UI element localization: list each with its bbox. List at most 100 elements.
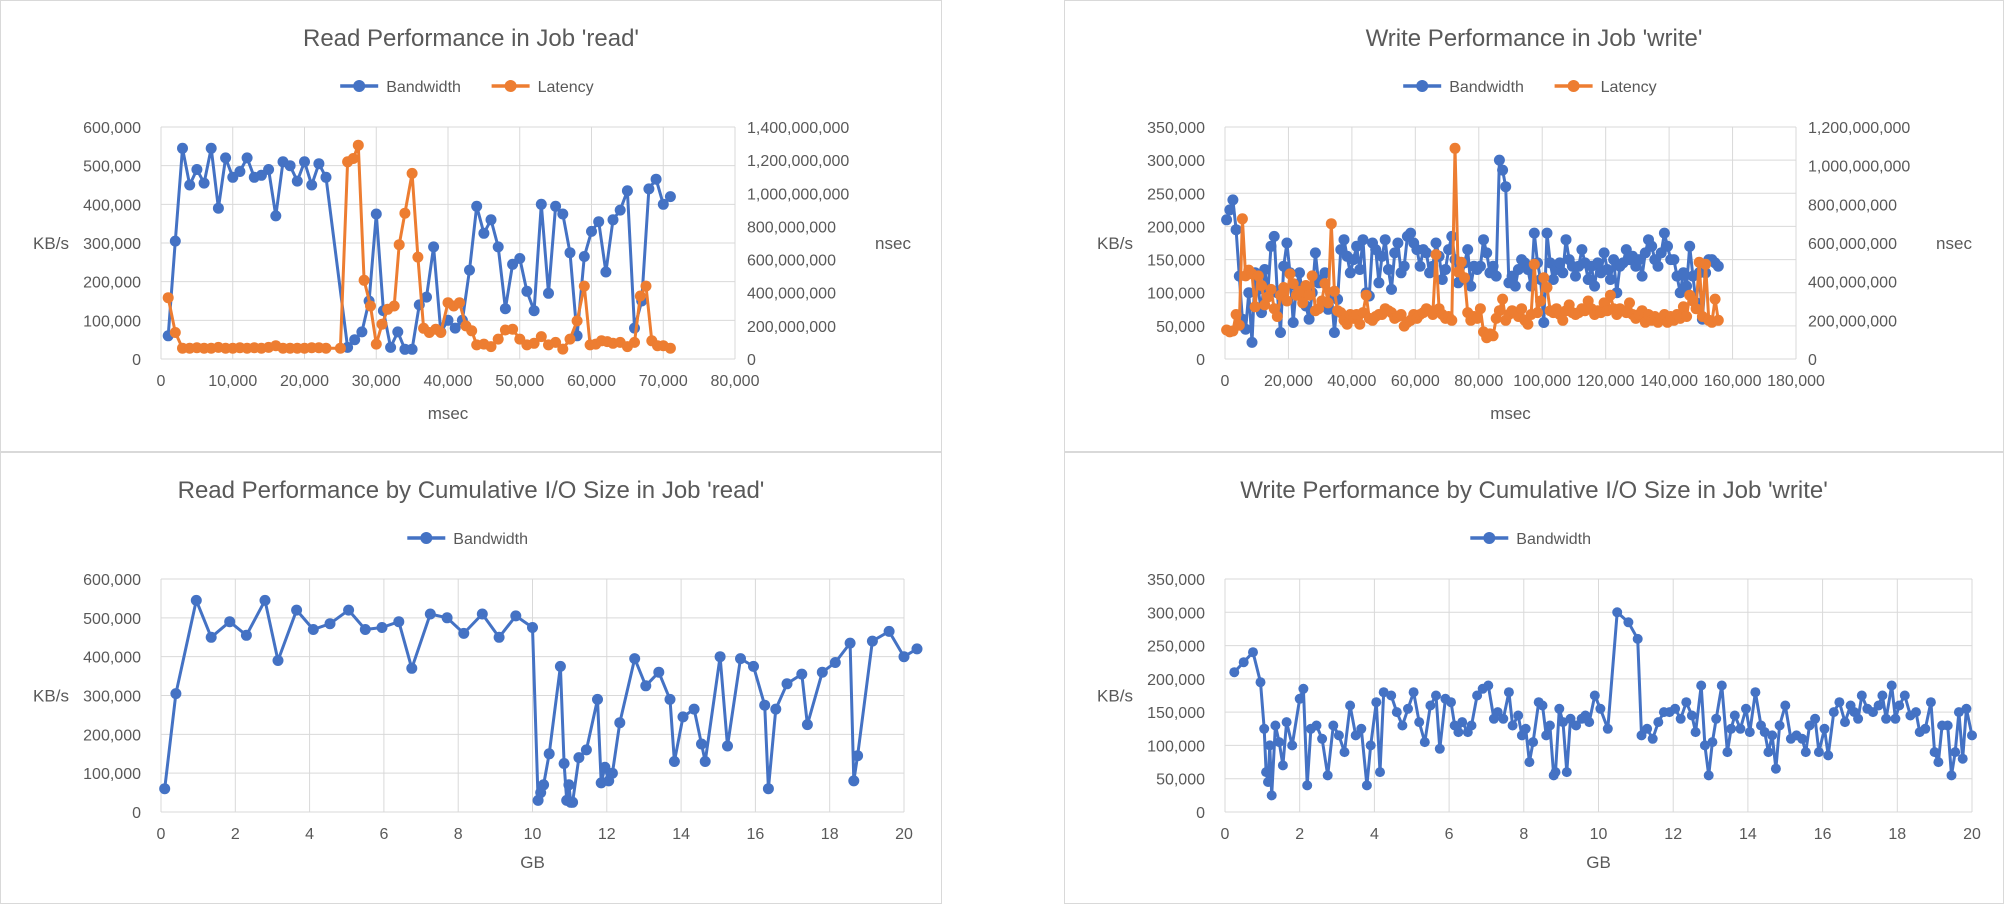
data-point xyxy=(1707,737,1718,748)
data-point xyxy=(1894,700,1905,711)
data-point xyxy=(1248,647,1258,658)
data-point xyxy=(291,604,303,616)
data-point xyxy=(159,783,171,795)
data-point xyxy=(1686,710,1697,721)
data-point xyxy=(1774,720,1785,731)
data-point xyxy=(485,214,497,226)
data-point xyxy=(1322,770,1333,781)
data-point xyxy=(1711,713,1722,724)
data-point xyxy=(441,612,453,624)
x-tick-label: 6 xyxy=(379,826,388,843)
data-point xyxy=(485,341,497,353)
data-point xyxy=(1571,720,1582,731)
data-point xyxy=(1541,730,1552,741)
data-point xyxy=(1946,770,1957,781)
data-point xyxy=(781,678,793,690)
data-point xyxy=(558,758,570,769)
data-point xyxy=(714,651,726,663)
y-tick-label: 150,000 xyxy=(1147,705,1205,722)
data-point xyxy=(1443,244,1455,256)
data-point xyxy=(1877,690,1888,701)
data-point xyxy=(1729,710,1740,721)
data-point xyxy=(1249,301,1261,313)
y2-tick-label: 800,000,000 xyxy=(747,219,836,236)
data-point xyxy=(1319,267,1331,279)
data-point xyxy=(169,235,181,247)
y2-tick-label: 1,200,000,000 xyxy=(1808,120,1910,137)
legend-label: Bandwidth xyxy=(1516,531,1591,548)
data-point xyxy=(1528,227,1540,239)
chart-write-size: Write Performance by Cumulative I/O Size… xyxy=(1097,477,1981,872)
data-point xyxy=(205,142,217,154)
data-point xyxy=(1668,254,1680,266)
data-point xyxy=(1804,720,1815,731)
data-point xyxy=(349,334,361,346)
y2-tick-label: 400,000,000 xyxy=(1808,275,1897,292)
data-point xyxy=(1284,268,1296,280)
data-point xyxy=(1554,257,1566,269)
series-line xyxy=(166,143,671,351)
data-point xyxy=(385,341,397,353)
data-point xyxy=(1507,720,1518,731)
x-tick-label: 180,000 xyxy=(1767,373,1825,390)
data-point xyxy=(1589,280,1601,292)
y-tick-label: 50,000 xyxy=(1156,319,1205,336)
data-point xyxy=(1487,260,1499,272)
data-point xyxy=(1430,249,1442,261)
data-point xyxy=(543,748,555,760)
data-point xyxy=(1925,697,1936,708)
data-point xyxy=(1493,154,1505,166)
data-point xyxy=(1333,730,1344,741)
data-point xyxy=(1419,737,1430,748)
x-tick-label: 30,000 xyxy=(352,373,401,390)
data-point xyxy=(1431,690,1441,701)
data-point xyxy=(1544,720,1555,731)
data-point xyxy=(1294,693,1305,704)
data-point xyxy=(1881,713,1892,724)
x-tick-label: 70,000 xyxy=(639,373,688,390)
y-axis-label: KB/s xyxy=(1097,687,1133,706)
data-point xyxy=(376,318,388,330)
data-point xyxy=(343,604,355,616)
y-tick-label: 100,000 xyxy=(83,313,141,330)
data-point xyxy=(578,280,590,292)
data-point xyxy=(1328,720,1339,731)
data-point xyxy=(1565,713,1576,724)
data-point xyxy=(1328,285,1340,297)
data-point xyxy=(543,287,554,299)
data-point xyxy=(621,185,633,197)
data-point xyxy=(1379,234,1391,246)
data-point xyxy=(535,331,547,343)
data-point xyxy=(1246,336,1258,348)
data-point xyxy=(1414,260,1426,272)
data-point xyxy=(1933,757,1944,768)
data-point xyxy=(1483,680,1494,691)
data-point xyxy=(1309,247,1321,259)
data-point xyxy=(169,327,181,338)
data-point xyxy=(492,333,504,345)
data-point xyxy=(170,688,182,700)
legend-label: Latency xyxy=(1601,79,1657,96)
data-point xyxy=(538,779,550,791)
x-tick-label: 12 xyxy=(1664,826,1682,843)
data-point xyxy=(1662,240,1673,252)
y-tick-label: 400,000 xyxy=(83,197,141,214)
y2-tick-label: 600,000,000 xyxy=(1808,236,1897,253)
data-point xyxy=(1767,730,1778,741)
data-point xyxy=(1275,327,1286,338)
data-point xyxy=(1263,777,1273,787)
data-point xyxy=(270,210,282,222)
data-point xyxy=(1632,633,1643,644)
data-point xyxy=(1357,234,1369,246)
data-point xyxy=(324,618,336,630)
data-point xyxy=(593,216,605,228)
data-point xyxy=(478,227,490,239)
data-point xyxy=(1677,301,1689,313)
data-point xyxy=(1361,780,1372,791)
legend-label: Bandwidth xyxy=(386,79,461,96)
data-point xyxy=(614,204,626,216)
data-point xyxy=(1455,256,1467,268)
x-tick-label: 20,000 xyxy=(280,373,329,390)
data-point xyxy=(735,653,746,665)
data-point xyxy=(600,266,612,278)
